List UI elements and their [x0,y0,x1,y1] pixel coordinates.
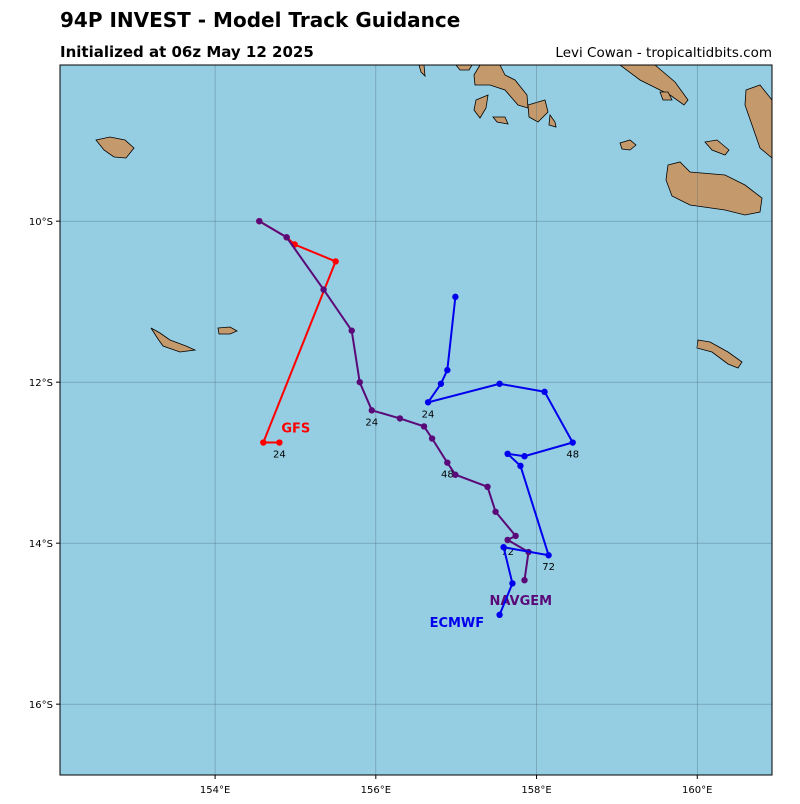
track-point [437,380,445,387]
lon-tick-label: 158°E [521,785,551,796]
track-point [512,532,519,540]
track-point [496,380,503,387]
time-label: 72 [501,547,514,558]
track-point [348,327,355,334]
track-point [452,471,459,478]
track-point [424,399,432,406]
track-point [276,439,283,446]
track-point [545,552,552,559]
track-point [332,258,339,265]
model-name: NAVGEM [489,594,552,609]
lon-tick-label: 154°E [200,785,230,796]
track-point [283,234,290,241]
track-point [521,576,528,584]
lat-tick-label: 10°S [29,217,53,228]
track-point [541,388,548,396]
time-label: 24 [422,409,435,420]
track-point [428,435,436,442]
land [95,65,772,369]
track-line [425,296,575,616]
track-point [484,483,491,491]
track-point [420,423,428,430]
track-point [509,580,516,587]
track-point [444,459,451,466]
track-point [521,453,528,460]
time-label: 24 [365,417,378,428]
map-frame [59,64,773,776]
lon-tick-label: 156°E [361,785,391,796]
track-point [368,407,376,414]
lat-tick-label: 12°S [29,378,53,389]
lon-tick-label: 160°E [682,785,712,796]
time-label: 48 [441,470,454,481]
ocean [60,65,772,775]
track-point [504,450,511,458]
track-point [396,415,404,422]
track-point [452,293,459,301]
lat-tick-label: 16°S [29,700,53,711]
track-point [260,439,267,446]
track-point [256,217,263,225]
track-point [569,439,576,446]
track-point [320,286,327,293]
credit: Levi Cowan - tropicaltidbits.com [555,45,772,61]
track-point [492,508,499,515]
track-point [504,536,511,544]
track-point [517,462,524,470]
lat-tick-label: 14°S [29,539,53,550]
title: 94P INVEST - Model Track Guidance [60,8,460,32]
model-name: ECMWF [430,616,485,631]
time-label: 48 [566,450,579,461]
time-label: 72 [542,562,555,573]
model-name: GFS [281,422,310,437]
track-point [500,543,507,551]
track-point [356,378,363,386]
subtitle: Initialized at 06z May 12 2025 [60,43,314,61]
time-label: 24 [273,450,286,461]
track-point [444,366,451,374]
track-point [496,611,503,619]
